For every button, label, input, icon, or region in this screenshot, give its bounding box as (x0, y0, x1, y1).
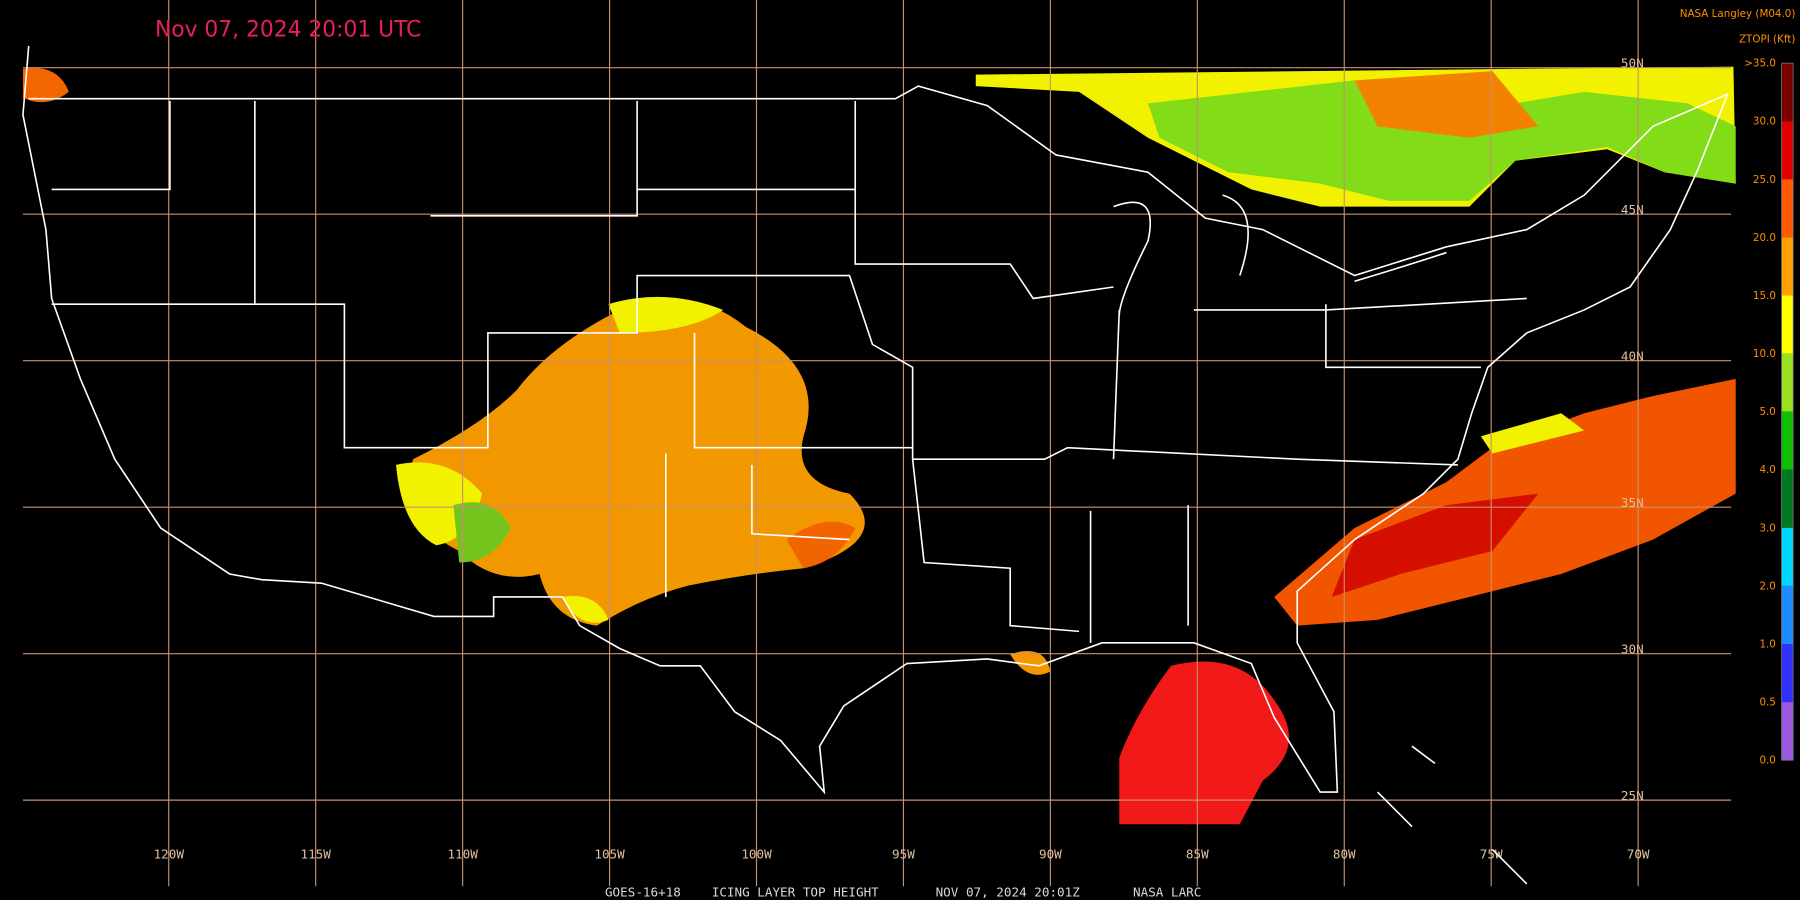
islands (1376, 745, 1528, 885)
colorbar-segment (1781, 353, 1794, 412)
cloud-red-se (1331, 493, 1539, 597)
cloud-red-gulf (1119, 661, 1289, 825)
longitude-label: 85W (1186, 847, 1209, 862)
colorbar-label: 15.0 (1753, 290, 1776, 302)
cloud-orange-nw (22, 67, 69, 103)
colorbar-segment (1781, 585, 1794, 645)
cloud-orange-ne (1354, 71, 1539, 138)
longitude-label: 110W (447, 847, 478, 862)
colorbar-segment (1781, 469, 1794, 528)
colorbar-label: 25.0 (1753, 174, 1776, 186)
colorbar-label: 3.0 (1759, 522, 1775, 534)
colorbar-segment (1781, 237, 1794, 296)
latitude-label: 30N (1621, 642, 1644, 657)
longitude-label: 90W (1039, 847, 1062, 862)
state-lines-inner (51, 101, 1527, 643)
latitude-label: 35N (1621, 495, 1644, 510)
colorbar-label: >35.0 (1744, 58, 1776, 70)
colorbar-segment (1781, 295, 1794, 354)
colorbar-segment (1781, 527, 1794, 586)
colorbar-segment (1781, 702, 1794, 761)
legend-title: ZTOPI (Kft) (1739, 33, 1795, 45)
coastline (22, 45, 1729, 795)
colorbar: >35.0 30.0 25.0 20.0 15.0 10.0 5.0 4.0 3.0 2.0 1.0… (1744, 58, 1794, 767)
great-lakes (1113, 194, 1447, 316)
longitude-label: 95W (892, 847, 915, 862)
boundaries (22, 45, 1729, 885)
footer-item: NASA LARC (1133, 885, 1201, 900)
colorbar-label: 30.0 (1753, 116, 1776, 128)
cloud-yellow-se (1480, 413, 1585, 454)
colorbar-label: 1.0 (1759, 638, 1775, 650)
longitude-label: 100W (741, 847, 772, 862)
graticule: 50N 45N 40N 35N 30N 25N 120W 115W 110W 105W 100W 95… (22, 0, 1732, 887)
longitude-label: 70W (1627, 847, 1650, 862)
colorbar-label: 20.0 (1753, 232, 1776, 244)
colorbar-label: 4.0 (1759, 464, 1775, 476)
colorbar-label: 2.0 (1759, 580, 1775, 592)
colorbar-segment (1781, 644, 1794, 703)
latitude-label: 45N (1621, 202, 1644, 217)
latitude-label: 50N (1621, 56, 1644, 71)
state-lines (51, 274, 1458, 466)
longitude-label: 80W (1333, 847, 1356, 862)
colorbar-segment (1781, 63, 1794, 122)
colorbar-segment (1781, 121, 1794, 180)
latitude-label: 40N (1621, 349, 1644, 364)
latitude-label: 25N (1621, 788, 1644, 803)
footer-item: NOV 07, 2024 20:01Z (936, 885, 1081, 900)
cloud-orange-la (1010, 651, 1051, 675)
footer-item: ICING LAYER TOP HEIGHT (712, 885, 879, 900)
cloud-orangered-tx (786, 521, 856, 569)
canada-border (28, 85, 1728, 277)
longitude-label: 120W (154, 847, 185, 862)
longitude-label: 115W (301, 847, 332, 862)
colorbar-segment (1781, 179, 1794, 238)
colorbar-label: 0.0 (1759, 755, 1775, 767)
cloud-green-sw (453, 502, 511, 563)
longitude-label: 105W (594, 847, 625, 862)
colorbar-label: 5.0 (1759, 406, 1775, 418)
cloud-layer (22, 66, 1736, 825)
map-title: Nov 07, 2024 20:01 UTC (155, 18, 421, 43)
colorbar-label: 10.0 (1753, 348, 1776, 360)
credit: NASA Langley (M04.0) (1680, 8, 1796, 20)
longitude-label: 75W (1480, 847, 1503, 862)
colorbar-segment (1781, 411, 1794, 470)
footer: GOES-16+18 ICING LAYER TOP HEIGHT NOV 07, … (605, 885, 1201, 900)
colorbar-label: 0.5 (1759, 697, 1775, 709)
cloud-yellow-s (562, 595, 609, 623)
colorbar-frame (1781, 62, 1794, 761)
footer-item: GOES-16+18 (605, 885, 681, 900)
cloud-orange-sw (407, 298, 865, 626)
cloud-green-ne (1147, 80, 1736, 201)
